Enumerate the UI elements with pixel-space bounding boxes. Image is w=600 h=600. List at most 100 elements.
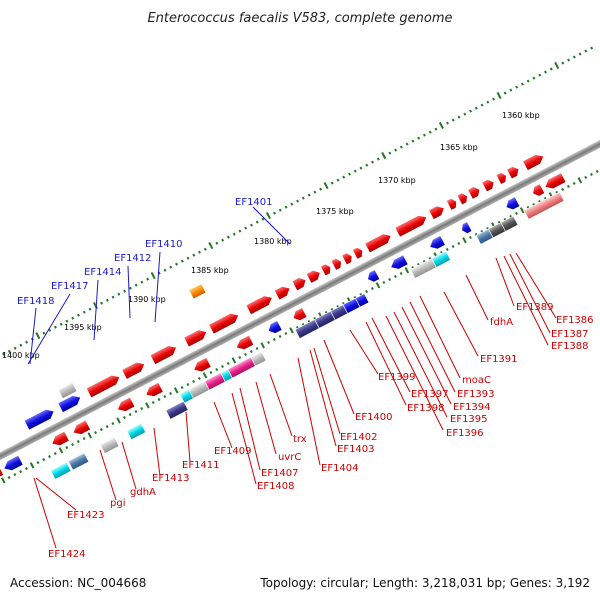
gene-arrow [482, 179, 494, 192]
ruler-tick [323, 181, 329, 190]
ruler-dot [474, 106, 478, 110]
ruler-dot [584, 175, 588, 179]
leader-line [213, 401, 233, 449]
ruler-dot [290, 202, 294, 206]
gene-label: EF1387 [551, 329, 589, 340]
reverse-strand-genes [0, 173, 566, 479]
ruler-dot [376, 157, 380, 161]
ruler-dot [468, 235, 472, 239]
gene-label: EF1424 [48, 549, 86, 560]
ruler-dot [128, 286, 132, 290]
gene-arrow [73, 420, 91, 435]
ruler-tick [554, 61, 560, 70]
ruler-tick [35, 332, 41, 340]
ruler-tick [375, 282, 381, 289]
accession-text: Accession: NC_004668 [10, 576, 147, 590]
ruler-dot [94, 431, 98, 435]
ruler-dot [526, 79, 530, 83]
position-ruler [2, 46, 594, 356]
ruler-dot [480, 103, 484, 107]
ruler-dot [42, 331, 46, 335]
gene-label: pgi [110, 498, 125, 509]
ruler-dot [313, 190, 317, 194]
ruler-tick [29, 462, 35, 469]
ruler-dot [417, 136, 421, 140]
ruler-dot [180, 259, 184, 263]
ruler-dot [24, 467, 28, 471]
label-leader-lines [27, 206, 557, 549]
ruler-dot [140, 407, 144, 411]
leader-line [495, 257, 515, 307]
ruler-dot [163, 268, 167, 272]
gene-arrow [320, 264, 331, 276]
leader-line [27, 293, 71, 365]
ruler-dot [538, 73, 542, 77]
ruler-dot [192, 380, 196, 384]
ruler-dot [486, 100, 490, 104]
gene-arrow [117, 397, 135, 412]
leader-line [185, 411, 191, 463]
gene-arrow [533, 184, 545, 196]
category-band [250, 351, 267, 367]
ruler-dot [388, 277, 392, 282]
ruler-dot [77, 313, 80, 317]
category-band [126, 422, 147, 441]
gene-arrow [122, 362, 145, 379]
ruler-dot [382, 280, 386, 285]
ruler-dot [457, 241, 461, 245]
gene-label: EF1402 [340, 432, 378, 443]
ruler-tick [496, 91, 502, 100]
ruler-dot [13, 473, 17, 477]
ruler-dot [238, 229, 242, 233]
ruler-dot [595, 169, 599, 173]
gene-arrow [268, 320, 282, 334]
ruler-tick [116, 417, 121, 424]
category-band [294, 319, 320, 339]
ruler-dot [215, 367, 219, 372]
gene-arrow [274, 286, 290, 300]
gene-arrow [365, 234, 391, 253]
category-band [188, 283, 207, 300]
leader-line [252, 206, 291, 245]
ruler-dot [100, 301, 103, 305]
gene-arrow [391, 255, 408, 269]
ruler-dot [19, 343, 23, 347]
ruler-dot [405, 142, 409, 146]
gene-label: EF1398 [407, 403, 445, 414]
ruler-dot [198, 250, 202, 254]
ruler-dot [255, 346, 259, 351]
category-band [165, 400, 189, 420]
ruler-dot [111, 422, 115, 426]
leader-line [297, 357, 321, 466]
ruler-dot [278, 334, 282, 339]
ruler-dot [244, 352, 247, 357]
gene-label: EF1397 [411, 389, 449, 400]
category-band [99, 436, 120, 454]
ruler-dot [42, 458, 46, 462]
gene-arrow [246, 296, 272, 315]
gene-label: EF1409 [214, 446, 252, 457]
genome-summary-text: Topology: circular; Length: 3,218,031 bp… [260, 576, 590, 590]
ruler-dot [226, 235, 230, 239]
gene-arrow [331, 258, 341, 270]
ruler-dot [503, 91, 507, 95]
ruler-dot [578, 52, 582, 56]
ruler-dot [549, 67, 553, 71]
gene-label: EF1423 [67, 510, 105, 521]
ruler-dot [53, 452, 57, 456]
ruler-dot [99, 428, 103, 432]
ruler-dot [584, 49, 588, 53]
ruler-dot [371, 160, 374, 164]
ruler-dot [561, 187, 565, 191]
leader-line [323, 339, 355, 415]
gene-label: EF1411 [182, 460, 220, 471]
leader-line [154, 251, 161, 323]
gene-label: EF1412 [114, 253, 152, 264]
ruler-dot [65, 446, 69, 450]
ruler-dot [111, 295, 115, 299]
ruler-dot [146, 277, 150, 281]
genome-backbone [0, 121, 600, 479]
ruler-dot [203, 247, 207, 251]
leader-line [33, 477, 57, 549]
gene-label: fdhA [490, 317, 513, 328]
